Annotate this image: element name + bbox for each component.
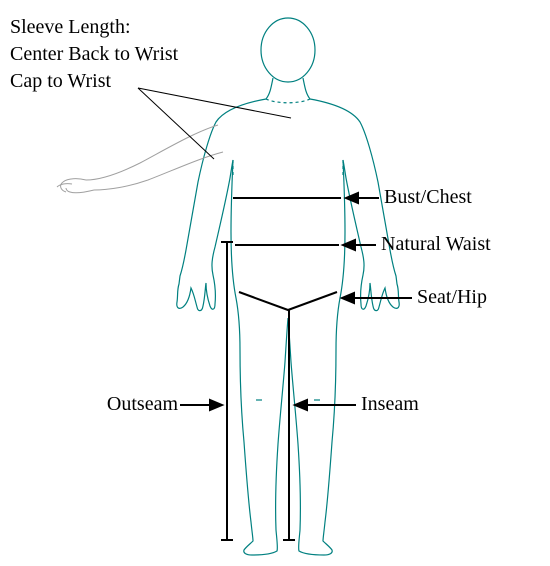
- outseam-label: Outseam: [107, 393, 178, 416]
- sleeve-length-label: Sleeve Length: Center Back to Wrist Cap …: [10, 14, 178, 95]
- sleeve-title: Sleeve Length:: [10, 14, 178, 41]
- sleeve-line2: Cap to Wrist: [10, 68, 178, 95]
- hip-line: [239, 292, 337, 310]
- inseam-label: Inseam: [361, 393, 419, 416]
- measurement-diagram: Sleeve Length: Center Back to Wrist Cap …: [0, 0, 550, 566]
- sleeve-line1: Center Back to Wrist: [10, 41, 178, 68]
- hip-label: Seat/Hip: [417, 286, 487, 309]
- measurement-lines: [221, 198, 341, 540]
- sleeve-leader-lines: [138, 88, 291, 159]
- bust-label: Bust/Chest: [384, 186, 472, 209]
- waist-label: Natural Waist: [381, 233, 491, 256]
